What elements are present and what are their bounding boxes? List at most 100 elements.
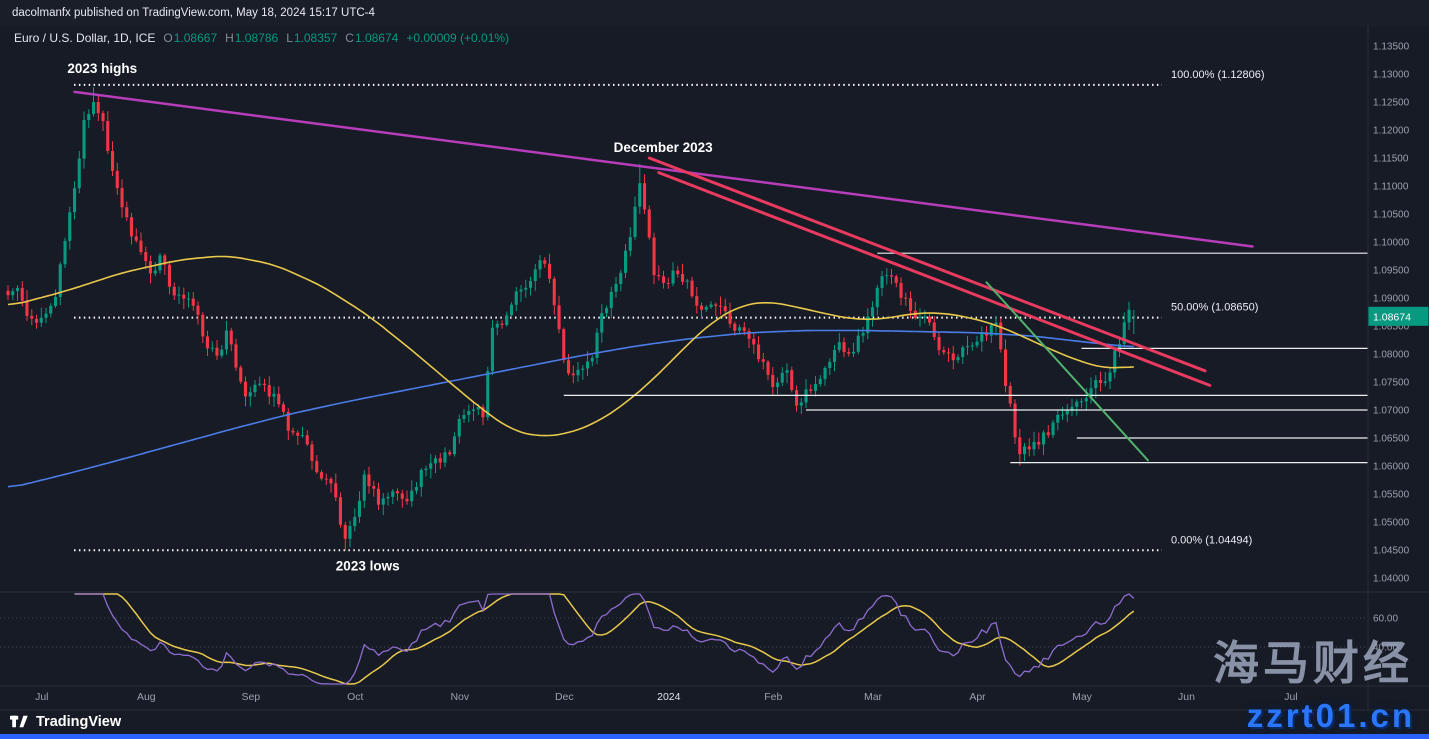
candle-body <box>410 490 414 502</box>
candle-body <box>814 384 818 391</box>
candle-body <box>443 452 447 463</box>
candle-body <box>657 275 661 277</box>
candle-body <box>134 236 138 241</box>
candle-body <box>571 373 575 376</box>
candle-body <box>557 305 561 330</box>
candle-body <box>818 379 822 385</box>
candle-body <box>262 383 266 386</box>
candle-body <box>842 342 846 353</box>
candle-body <box>624 250 628 273</box>
candle-body <box>894 276 898 283</box>
candle-body <box>837 342 841 350</box>
price-axis[interactable]: 1.13500 1.13000 1.12500 1.12000 1.11500 1.110… <box>1373 42 1410 585</box>
candle-body <box>201 314 205 337</box>
time-tick-label: Feb <box>764 691 782 703</box>
candle-body <box>970 345 974 347</box>
candle-body <box>833 350 837 362</box>
downtrend-from-2023-highs[interactable] <box>73 90 1254 248</box>
candle-body <box>35 318 39 323</box>
candle-body <box>980 332 984 342</box>
candle-body <box>376 488 380 505</box>
candle-body <box>1065 410 1069 415</box>
candle-body <box>163 255 167 265</box>
time-tick-label: Aug <box>137 691 156 703</box>
symbol-title: Euro / U.S. Dollar, 1D, ICE <box>14 31 156 45</box>
downtrend-dec-upper[interactable] <box>647 156 1207 373</box>
candle-body <box>994 322 998 325</box>
candle-body <box>277 393 281 405</box>
candle-body <box>852 351 856 354</box>
ohlc-high: H 1.08786 <box>225 31 279 45</box>
candle-body <box>809 389 813 391</box>
candle-body <box>186 298 190 300</box>
candle-body <box>1080 401 1084 403</box>
time-axis[interactable]: Jul Aug Sep Oct Nov Dec 2024 Feb Mar Apr May Jun Jul <box>35 691 1298 703</box>
candle-body <box>191 298 195 306</box>
rsi-line <box>74 593 1135 685</box>
candle-body <box>652 237 656 276</box>
candle-body <box>15 287 19 292</box>
candle-body <box>861 333 865 336</box>
candle-body <box>1013 403 1017 438</box>
candle-body <box>823 368 827 380</box>
candle-body <box>785 370 789 373</box>
candle-body <box>68 212 72 241</box>
candle-body <box>605 308 609 314</box>
price-tick-label: 1.06500 <box>1373 434 1410 445</box>
candle-body <box>296 432 300 436</box>
candle-body <box>177 294 181 296</box>
candle-body <box>77 158 81 189</box>
candle-body <box>719 305 723 307</box>
candle-body <box>1122 322 1126 344</box>
candle-body <box>662 276 666 283</box>
candle-body <box>381 498 385 505</box>
downtrend-dec-lower[interactable] <box>657 171 1212 387</box>
candle-body <box>291 430 295 433</box>
candle-body <box>776 382 780 388</box>
ma-blue-line <box>7 329 1134 488</box>
candle-body <box>700 305 704 310</box>
candle-body <box>429 463 433 469</box>
candle-body <box>614 283 618 292</box>
candle-body <box>272 393 276 397</box>
tradingview-logo-icon <box>10 715 28 728</box>
candle-body <box>761 359 765 362</box>
candle-body <box>562 329 566 361</box>
short-green-downtrend[interactable] <box>985 281 1149 462</box>
candle-body <box>567 360 571 374</box>
candle-body <box>25 300 29 316</box>
candle-body <box>1032 441 1036 450</box>
fib-level-label: 0.00% (1.04494) <box>1171 534 1252 546</box>
candle-body <box>714 304 718 306</box>
candle-body <box>733 323 737 331</box>
price-tick-label: 1.05000 <box>1373 518 1410 529</box>
candle-body <box>438 458 442 463</box>
candle-body <box>111 151 115 171</box>
candle-body <box>619 272 623 284</box>
time-tick-label: Nov <box>450 691 469 703</box>
candle-body <box>1008 385 1012 404</box>
candle-body <box>937 337 941 351</box>
candle-body <box>310 444 314 461</box>
candle-body <box>1099 380 1103 383</box>
candle-body <box>215 347 219 356</box>
candle-body <box>58 264 62 297</box>
tradingview-brand[interactable]: TradingView <box>10 713 121 730</box>
candle-body <box>196 305 200 315</box>
time-tick-label: Mar <box>864 691 883 703</box>
candle-body <box>300 435 304 437</box>
candle-body <box>82 119 86 159</box>
price-tick-label: 1.12500 <box>1373 98 1410 109</box>
ma-yellow-line <box>7 255 1134 437</box>
candle-body <box>87 114 91 120</box>
candle-body <box>505 315 509 325</box>
candle-body <box>590 357 594 362</box>
candle-body <box>647 209 651 238</box>
candle-body <box>847 352 851 354</box>
candle-body <box>828 361 832 368</box>
watermark-site-url: zzrt01.cn <box>1246 697 1415 734</box>
candle-body <box>248 392 252 397</box>
candle-body <box>666 282 670 284</box>
candle-body <box>234 344 238 368</box>
